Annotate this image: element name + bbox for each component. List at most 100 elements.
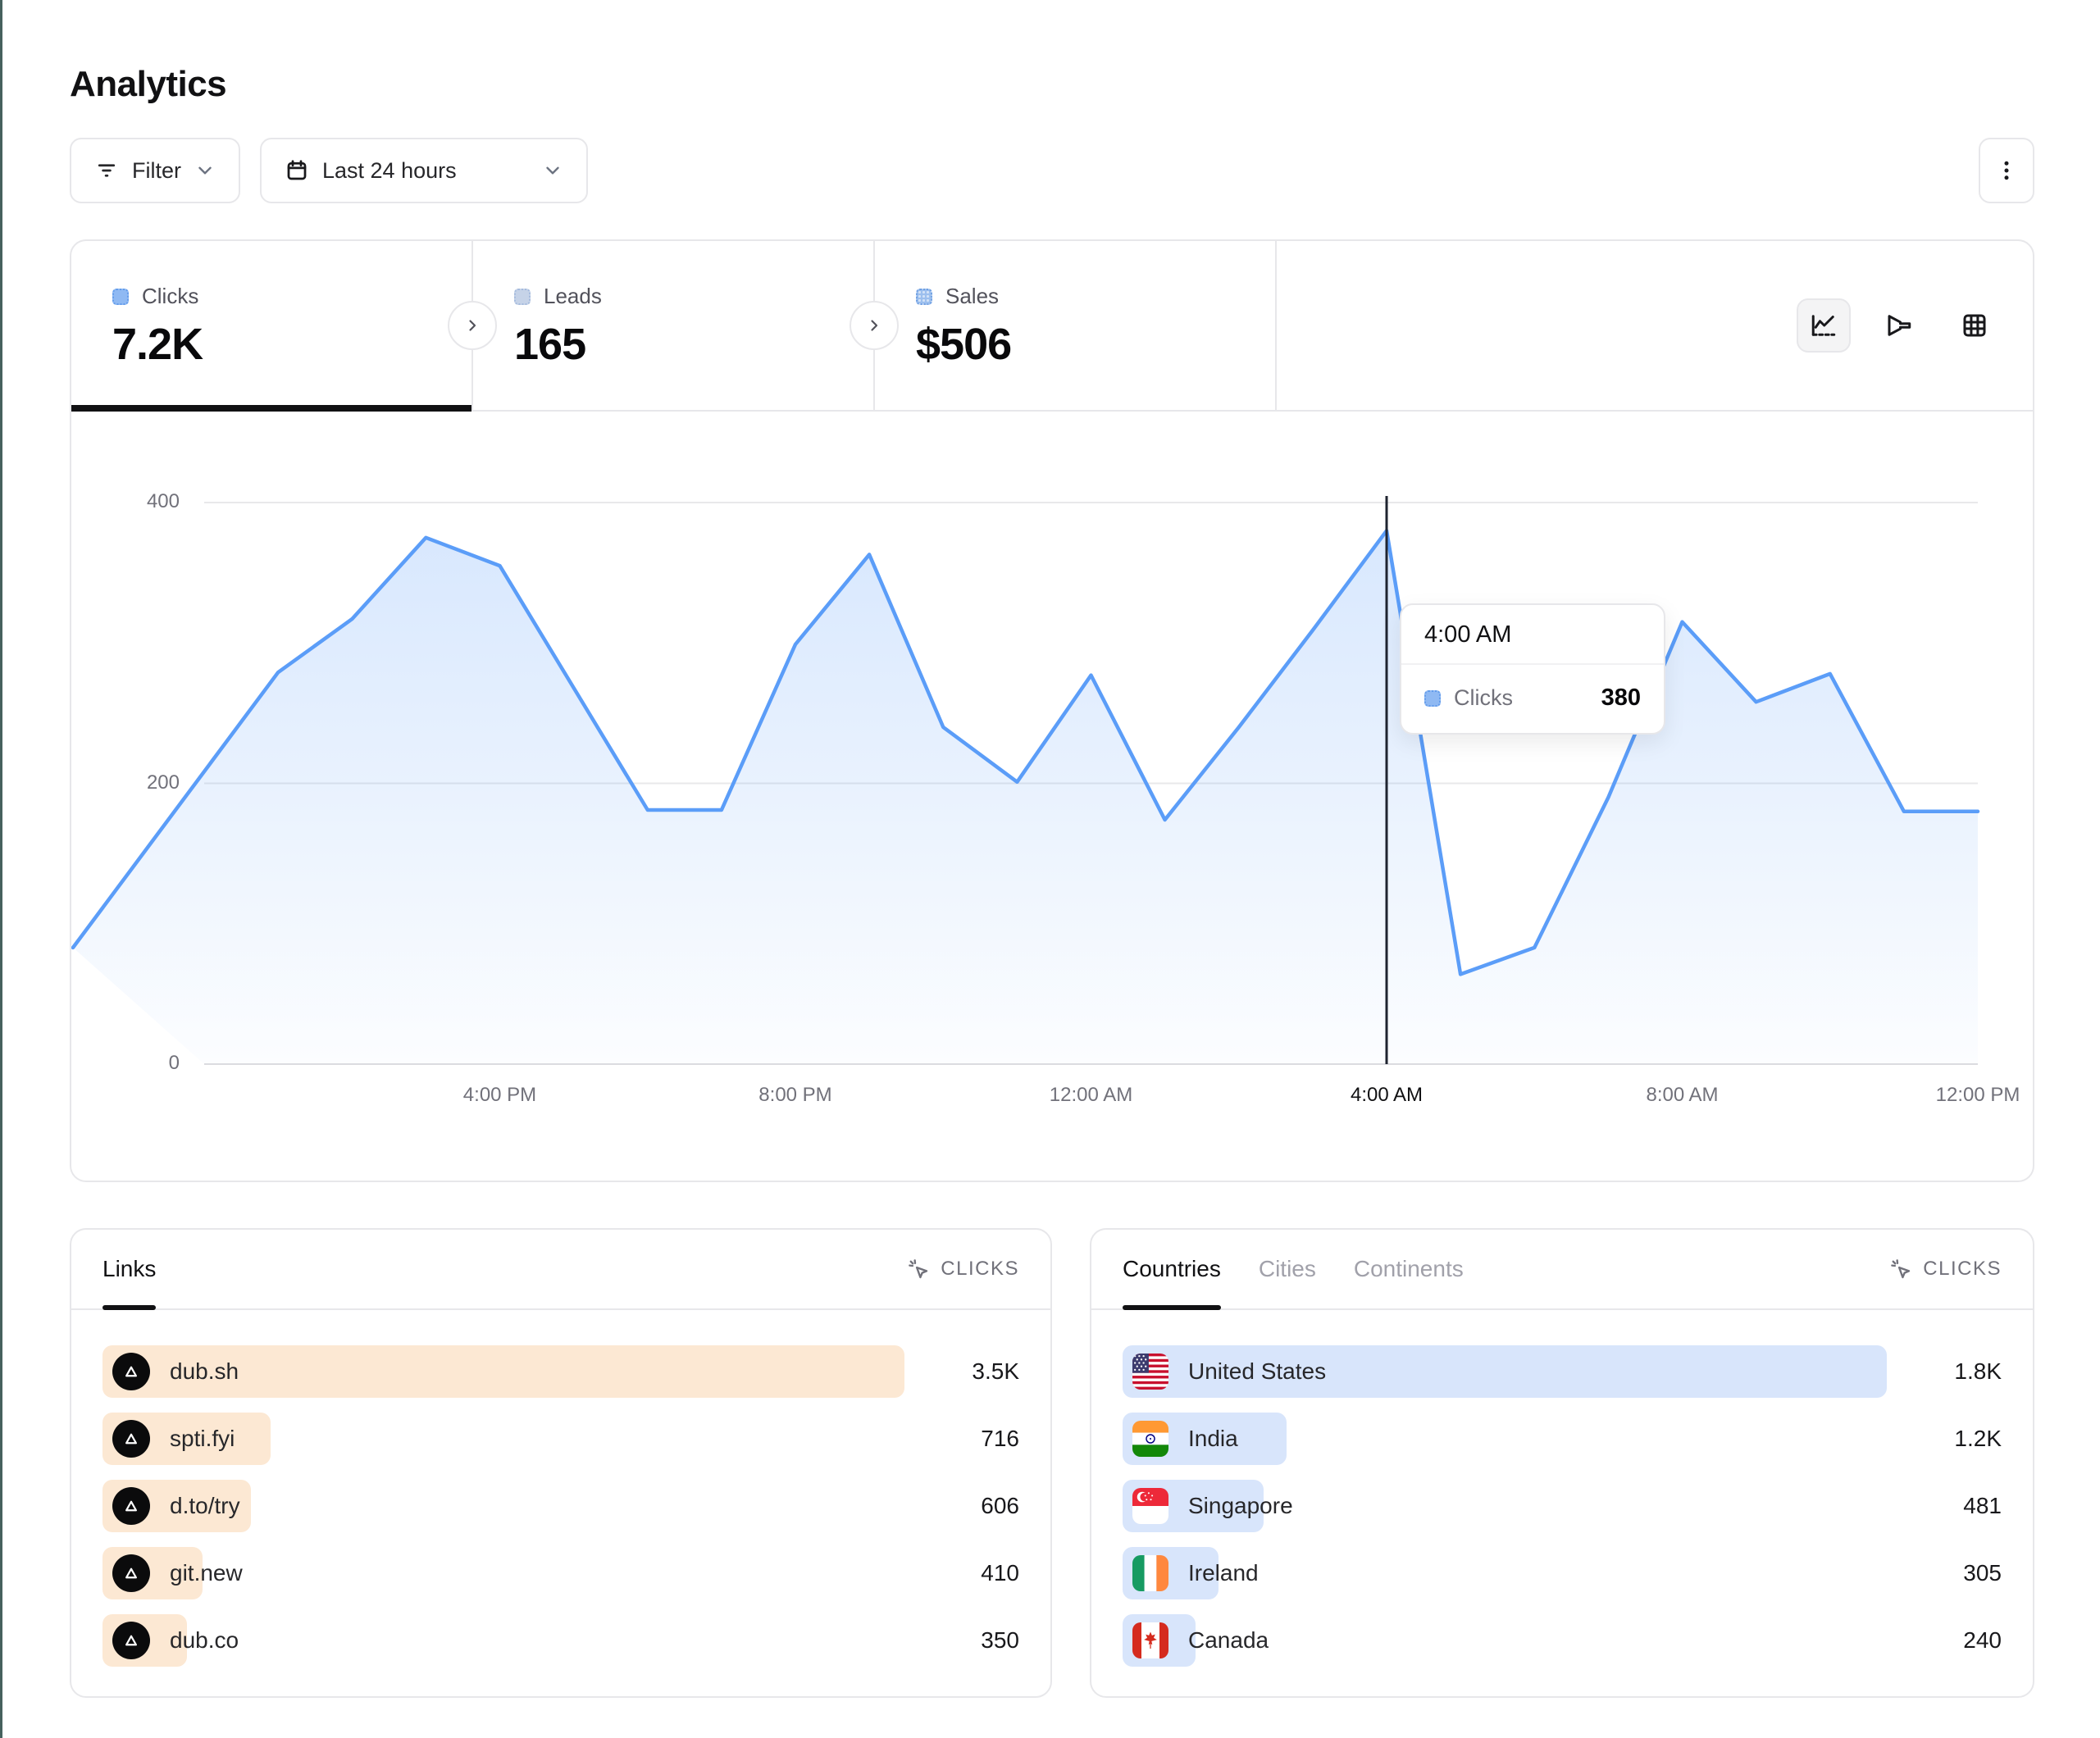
x-axis-label-1200pm: 12:00 PM xyxy=(1935,1084,2020,1106)
leads-legend-swatch xyxy=(514,288,531,305)
chart-canvas[interactable] xyxy=(71,412,2033,1181)
row-bar-area: dub.sh xyxy=(102,1345,904,1398)
filter-label: Filter xyxy=(132,157,181,183)
y-axis-label-0: 0 xyxy=(168,1052,180,1074)
tooltip-time: 4:00 AM xyxy=(1401,605,1664,665)
expand-stats-button[interactable] xyxy=(448,301,497,350)
row-value: 1.2K xyxy=(1954,1426,2002,1451)
line-chart-icon xyxy=(1811,315,1836,336)
row-label: Ireland xyxy=(1188,1560,1259,1586)
table-row-dub-co[interactable]: dub.co 350 xyxy=(102,1607,1019,1674)
row-bar-area: India xyxy=(1123,1413,1887,1465)
us-flag-icon xyxy=(1132,1354,1168,1390)
tab-countries[interactable]: Countries xyxy=(1123,1230,1221,1310)
link-avatar xyxy=(112,1487,150,1525)
calendar-icon xyxy=(287,160,307,180)
stat-tab-label: Clicks xyxy=(142,284,199,308)
countries-metric-toggle[interactable]: CLICKS xyxy=(1888,1257,2002,1281)
date-range-label: Last 24 hours xyxy=(322,157,457,183)
sg-flag-icon xyxy=(1132,1488,1168,1524)
table-row-india[interactable]: India 1.2K xyxy=(1123,1405,2002,1472)
filter-icon xyxy=(98,164,116,177)
countries-tabs: Countries Cities Continents xyxy=(1123,1230,1464,1310)
clicks-timeseries-chart[interactable]: 4:00 AM Clicks 380 400 200 0 4:00 PM 8:00 PM… xyxy=(71,412,2033,1181)
toolbar: Filter Last 24 hours xyxy=(70,138,2034,203)
analytics-page: Analytics Filter Last 24 hours xyxy=(70,0,2034,1698)
stat-tabs: Clicks 7.2K Leads 165 Sales $506 xyxy=(71,241,1277,412)
date-range-button[interactable]: Last 24 hours xyxy=(260,138,588,203)
ie-flag-icon xyxy=(1132,1555,1168,1591)
row-bar-area: spti.fyi xyxy=(102,1413,904,1465)
stat-tab-leads[interactable]: Leads 165 xyxy=(473,241,899,410)
in-flag-icon xyxy=(1132,1421,1168,1457)
filter-button[interactable]: Filter xyxy=(70,138,240,203)
more-menu-button[interactable] xyxy=(1979,138,2034,203)
chart-view-toggles xyxy=(1797,298,2002,353)
stat-tab-value: 7.2K xyxy=(112,320,203,369)
row-value: 1.8K xyxy=(1954,1358,2002,1384)
stat-tab-clicks[interactable]: Clicks 7.2K xyxy=(71,241,497,412)
links-metric-toggle[interactable]: CLICKS xyxy=(906,1257,1019,1281)
expand-stats-button[interactable] xyxy=(850,301,899,350)
countries-rows: United States 1.8K India 1.2K Singapore 481 Ir… xyxy=(1091,1310,2033,1674)
links-metric-label: CLICKS xyxy=(941,1258,1019,1280)
tab-links[interactable]: Links xyxy=(102,1230,157,1310)
row-label: spti.fyi xyxy=(170,1426,235,1451)
row-bar xyxy=(1123,1345,1887,1398)
breakdown-panels: Links CLICKS dub.sh 3.5K spti.fyi 716 d.to/t… xyxy=(70,1228,2034,1698)
row-bar-area: git.new xyxy=(102,1547,904,1599)
table-row-singapore[interactable]: Singapore 481 xyxy=(1123,1472,2002,1540)
stat-tab-top: Sales xyxy=(916,284,1275,309)
stat-tab-label: Leads xyxy=(544,284,602,308)
table-row-spti-fyi[interactable]: spti.fyi 716 xyxy=(102,1405,1019,1472)
row-bar-area: Canada xyxy=(1123,1614,1887,1667)
dub-logo-icon xyxy=(125,1500,137,1512)
row-value: 606 xyxy=(981,1493,1019,1518)
ca-flag-icon xyxy=(1132,1622,1168,1658)
row-bar-area: dub.co xyxy=(102,1614,904,1667)
row-value: 350 xyxy=(981,1627,1019,1653)
table-row-ireland[interactable]: Ireland 305 xyxy=(1123,1540,2002,1607)
links-panel-header: Links CLICKS xyxy=(71,1230,1050,1310)
chart-tooltip: 4:00 AM Clicks 380 xyxy=(1400,603,1665,735)
chevron-down-icon xyxy=(198,166,212,175)
tooltip-row: Clicks 380 xyxy=(1401,665,1664,733)
y-axis-label-400: 400 xyxy=(146,490,180,512)
clicks-line xyxy=(71,529,1980,976)
dub-logo-icon xyxy=(125,1433,137,1445)
table-row-canada[interactable]: Canada 240 xyxy=(1123,1607,2002,1674)
dub-logo-icon xyxy=(125,1366,137,1377)
table-row-dub-sh[interactable]: dub.sh 3.5K xyxy=(102,1338,1019,1405)
line-chart-view-button[interactable] xyxy=(1797,298,1851,353)
stat-tab-sales[interactable]: Sales $506 xyxy=(875,241,1277,410)
links-panel: Links CLICKS dub.sh 3.5K spti.fyi 716 d.to/t… xyxy=(70,1228,1052,1698)
y-axis-label-200: 200 xyxy=(146,771,180,794)
clicks-area-fill xyxy=(73,530,1978,1064)
links-rows: dub.sh 3.5K spti.fyi 716 d.to/try 606 git.new 4… xyxy=(71,1310,1050,1674)
row-label: India xyxy=(1188,1426,1238,1451)
table-row-git-new[interactable]: git.new 410 xyxy=(102,1540,1019,1607)
row-bar-area: Singapore xyxy=(1123,1480,1887,1532)
stat-tab-value: 165 xyxy=(514,320,586,369)
stat-tab-label: Sales xyxy=(945,284,1000,308)
table-view-button[interactable] xyxy=(1947,298,2002,353)
page-title: Analytics xyxy=(70,64,227,104)
tab-continents[interactable]: Continents xyxy=(1354,1230,1464,1308)
x-axis-label-800am: 8:00 AM xyxy=(1646,1084,1719,1106)
funnel-view-button[interactable] xyxy=(1872,298,1926,353)
row-value: 3.5K xyxy=(972,1358,1019,1384)
link-avatar xyxy=(112,1353,150,1390)
table-row-united-states[interactable]: United States 1.8K xyxy=(1123,1338,2002,1405)
chevron-down-icon xyxy=(546,166,559,175)
chevron-right-icon xyxy=(871,320,878,331)
funnel-icon xyxy=(1888,315,1911,336)
x-axis-label-400pm: 4:00 PM xyxy=(462,1084,537,1106)
table-row-d-to-try[interactable]: d.to/try 606 xyxy=(102,1472,1019,1540)
clicks-legend-swatch xyxy=(112,288,129,305)
sales-legend-swatch xyxy=(916,288,932,305)
cursor-click-icon xyxy=(909,1259,928,1279)
row-label: d.to/try xyxy=(170,1493,240,1518)
tab-cities[interactable]: Cities xyxy=(1259,1230,1316,1308)
grid-icon xyxy=(1963,314,1986,337)
row-label: Canada xyxy=(1188,1627,1269,1653)
